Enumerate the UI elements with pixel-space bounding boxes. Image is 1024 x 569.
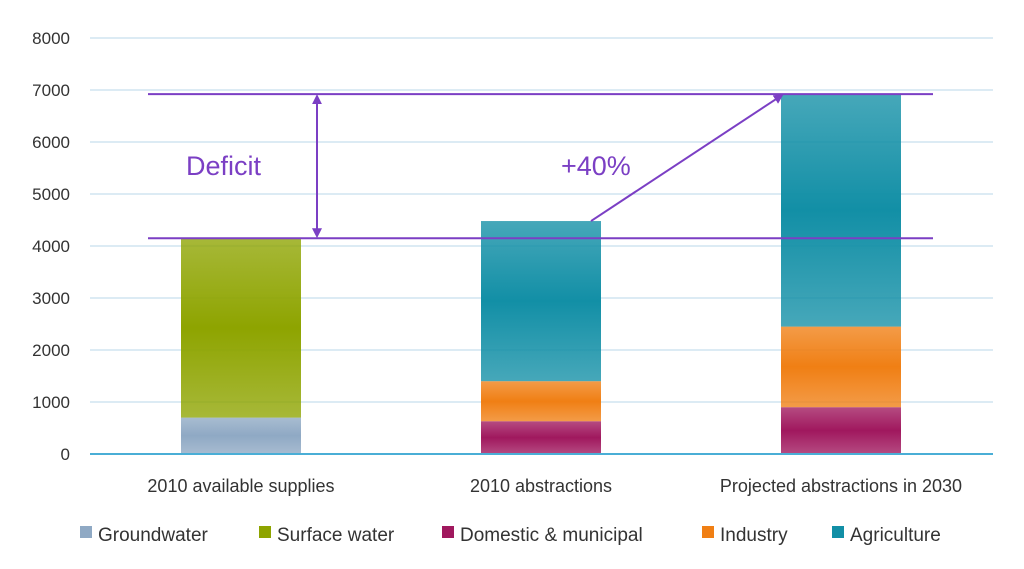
bar-segment-agriculture xyxy=(481,221,601,382)
y-tick-label: 3000 xyxy=(32,289,70,308)
y-tick-label: 7000 xyxy=(32,81,70,100)
growth-arrow xyxy=(590,94,784,222)
bar-segment-domestic-municipal xyxy=(481,421,601,454)
bar-segment-surface-water xyxy=(181,238,301,418)
legend-label: Agriculture xyxy=(850,525,941,546)
y-tick-label: 5000 xyxy=(32,185,70,204)
bars xyxy=(181,94,901,454)
growth-label: +40% xyxy=(561,151,631,181)
legend-swatch xyxy=(80,526,92,538)
legend-swatch xyxy=(832,526,844,538)
legend-label: Domestic & municipal xyxy=(460,525,643,546)
legend-swatch xyxy=(702,526,714,538)
bar-segment-domestic-municipal xyxy=(781,407,901,454)
bar-segment-industry xyxy=(481,381,601,422)
legend-label: Surface water xyxy=(277,525,395,546)
category-label: Projected abstractions in 2030 xyxy=(720,476,962,496)
y-axis-ticks: 0 1000 2000 3000 4000 5000 6000 7000 8000 xyxy=(32,29,70,464)
legend: Groundwater Surface water Domestic & munic… xyxy=(80,525,941,546)
y-tick-label: 6000 xyxy=(32,133,70,152)
legend-label: Groundwater xyxy=(98,525,209,546)
reference-lines xyxy=(148,93,933,240)
y-tick-label: 1000 xyxy=(32,393,70,412)
category-label: 2010 abstractions xyxy=(470,476,612,496)
deficit-label: Deficit xyxy=(186,151,262,181)
bar-segment-industry xyxy=(781,326,901,408)
y-tick-label: 0 xyxy=(61,445,70,464)
legend-swatch xyxy=(442,526,454,538)
legend-swatch xyxy=(259,526,271,538)
category-label: 2010 available supplies xyxy=(147,476,334,496)
annotations: Deficit +40% xyxy=(186,151,631,181)
y-tick-label: 2000 xyxy=(32,341,70,360)
bar-segment-agriculture xyxy=(781,94,901,327)
category-labels: 2010 available supplies 2010 abstractions… xyxy=(147,476,962,496)
y-tick-label: 4000 xyxy=(32,237,70,256)
bar-segment-groundwater xyxy=(181,417,301,454)
legend-label: Industry xyxy=(720,525,788,546)
y-tick-label: 8000 xyxy=(32,29,70,48)
